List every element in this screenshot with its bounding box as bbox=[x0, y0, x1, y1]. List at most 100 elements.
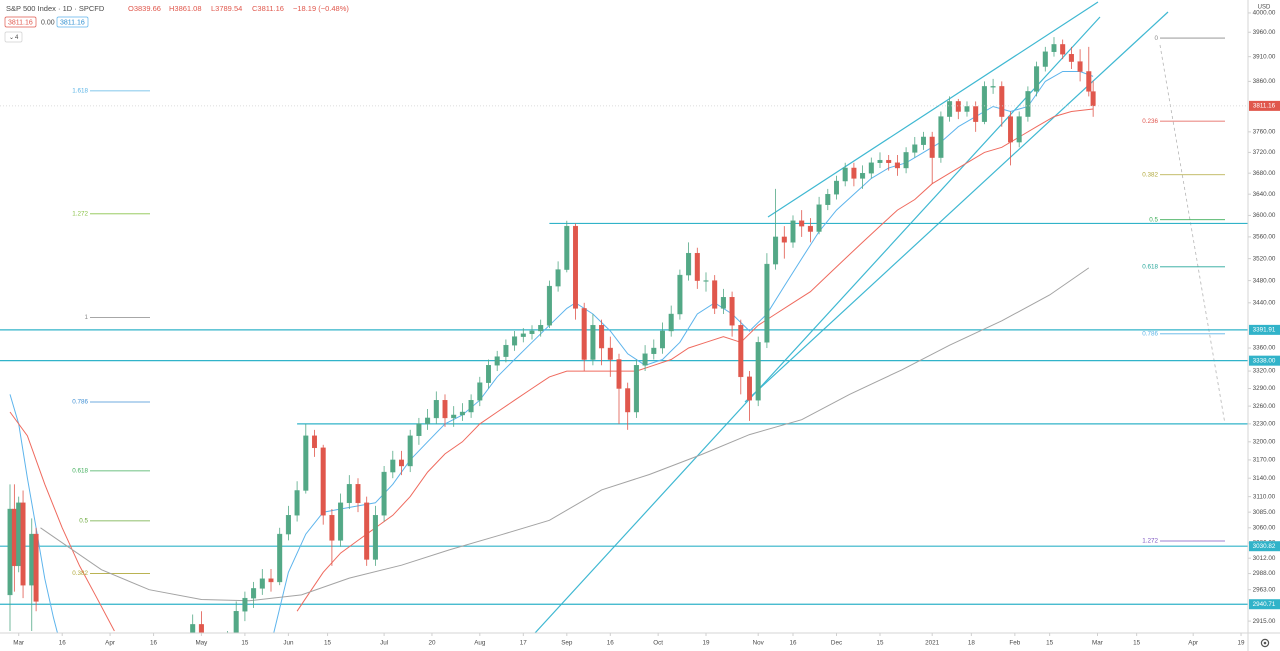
level-price-label: 3030.82 bbox=[1253, 543, 1276, 550]
x-tick-label: 15 bbox=[324, 640, 332, 647]
candle-body bbox=[581, 308, 587, 360]
level-price-box bbox=[1249, 355, 1280, 366]
candle-body bbox=[1086, 71, 1092, 92]
x-tick-label: Aug bbox=[474, 640, 486, 647]
candle-body bbox=[29, 533, 35, 586]
candle-body bbox=[520, 333, 526, 337]
candle-body bbox=[799, 220, 805, 227]
candle-body bbox=[938, 116, 944, 158]
candle-body bbox=[20, 502, 26, 586]
candle-body bbox=[7, 508, 13, 596]
candle-body bbox=[964, 106, 970, 112]
candle-body bbox=[825, 193, 831, 205]
legend-box[interactable] bbox=[56, 16, 89, 28]
candle-body bbox=[1068, 54, 1074, 62]
candle-body bbox=[851, 167, 857, 179]
ohlc-close: C3811.16 bbox=[252, 4, 284, 13]
candle-body bbox=[433, 400, 439, 419]
candle-body bbox=[746, 376, 752, 401]
candle-body bbox=[503, 344, 509, 357]
candle-body bbox=[564, 225, 570, 270]
fib-label: 0.5 bbox=[79, 518, 88, 525]
candle-body bbox=[1025, 91, 1031, 117]
level-price-label: 3338.00 bbox=[1253, 357, 1276, 364]
candle-body bbox=[1051, 44, 1057, 52]
candle-body bbox=[659, 330, 665, 349]
x-tick-label: 15 bbox=[876, 640, 884, 647]
candle-body bbox=[599, 325, 605, 349]
chart-title: S&P 500 Index · 1D · SPCFD bbox=[6, 4, 105, 13]
fib-label: 1.272 bbox=[1142, 538, 1158, 545]
candle-body bbox=[372, 515, 378, 560]
candle-body bbox=[381, 471, 387, 516]
y-tick-label: 3640.00 bbox=[1253, 191, 1276, 198]
legend-value: 3811.16 bbox=[60, 19, 85, 26]
candle-body bbox=[555, 269, 561, 287]
candle-body bbox=[877, 159, 883, 163]
candle-body bbox=[1077, 61, 1083, 72]
candle-body bbox=[773, 236, 779, 265]
candle-body bbox=[686, 252, 692, 276]
candle-body bbox=[807, 225, 813, 232]
candle-body bbox=[616, 359, 622, 389]
candle-body bbox=[390, 459, 396, 473]
candle-body bbox=[973, 106, 979, 122]
y-tick-label: 3520.00 bbox=[1253, 255, 1276, 262]
trend-line bbox=[767, 1, 1099, 218]
settings-button[interactable] bbox=[1260, 638, 1270, 648]
candle-body bbox=[999, 86, 1005, 117]
candle-body bbox=[285, 515, 291, 535]
y-tick-label: 3012.00 bbox=[1253, 555, 1276, 562]
candle-body bbox=[312, 435, 318, 449]
candle-body bbox=[346, 484, 352, 504]
plot-area bbox=[0, 1, 1248, 633]
candle-body bbox=[816, 204, 822, 232]
candle-body bbox=[842, 167, 848, 182]
candle-body bbox=[868, 162, 874, 174]
x-tick-label: 15 bbox=[1046, 640, 1054, 647]
candle-body bbox=[468, 400, 474, 413]
candle-body bbox=[233, 611, 239, 633]
y-tick-label: 3720.00 bbox=[1253, 149, 1276, 156]
x-tick-label: 20 bbox=[428, 640, 436, 647]
candle-body bbox=[416, 423, 422, 437]
fib-label: 0.382 bbox=[72, 570, 88, 577]
candle-body bbox=[572, 225, 578, 309]
candle-body bbox=[546, 285, 552, 326]
candle-body bbox=[729, 297, 735, 326]
x-tick-label: Mar bbox=[13, 640, 24, 647]
candle-body bbox=[277, 533, 283, 583]
candle-body bbox=[364, 502, 370, 560]
candle-body bbox=[981, 86, 987, 122]
fib-label: 0.382 bbox=[1142, 171, 1158, 178]
x-tick-label: Feb bbox=[1009, 640, 1020, 647]
candle-body bbox=[442, 400, 448, 419]
candle-body bbox=[651, 347, 657, 354]
candle-body bbox=[485, 365, 491, 383]
legend-box[interactable] bbox=[4, 16, 37, 28]
candle-body bbox=[338, 502, 344, 541]
candle-body bbox=[607, 347, 613, 360]
trend-line bbox=[744, 11, 1169, 403]
x-tick-label: 15 bbox=[241, 640, 249, 647]
ohlc-open: O3839.66 bbox=[128, 4, 161, 13]
y-tick-label: 3440.00 bbox=[1253, 299, 1276, 306]
level-price-box bbox=[1249, 324, 1280, 335]
ohlc-high: H3861.08 bbox=[169, 4, 202, 13]
fib-label: 0.786 bbox=[1142, 330, 1158, 337]
last-price-box bbox=[1249, 100, 1280, 111]
fib-label: 0.618 bbox=[72, 468, 88, 475]
x-tick-label: Oct bbox=[653, 640, 663, 647]
candle-body bbox=[399, 459, 405, 467]
x-tick-label: Nov bbox=[753, 640, 765, 647]
x-tick-label: Mar bbox=[1092, 640, 1103, 647]
candle-body bbox=[1042, 51, 1048, 67]
y-tick-label: 3760.00 bbox=[1253, 129, 1276, 136]
trend-line bbox=[534, 16, 1101, 633]
moving-average bbox=[40, 267, 1090, 602]
x-tick-label: 15 bbox=[1133, 640, 1141, 647]
candle-body bbox=[781, 236, 787, 243]
indicator-toggle[interactable] bbox=[4, 31, 23, 43]
y-tick-label: 3680.00 bbox=[1253, 170, 1276, 177]
